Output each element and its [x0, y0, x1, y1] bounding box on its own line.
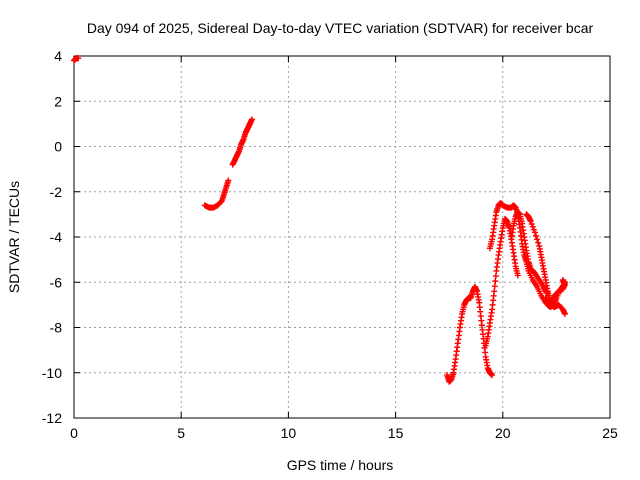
chart-title: Day 094 of 2025, Sidereal Day-to-day VTE…: [87, 20, 594, 36]
x-axis-label: GPS time / hours: [287, 457, 394, 473]
data-point: [248, 116, 255, 123]
data-point: [514, 272, 521, 279]
data-point: [528, 220, 535, 227]
data-point: [75, 55, 82, 62]
data-point: [530, 226, 537, 233]
x-tick-label: 5: [177, 425, 185, 441]
data-point: [561, 310, 568, 317]
axis-ticks: 0 5 10 15 20 25 -12 -10 -8 -6 -4 -2 0 2 4: [42, 48, 618, 441]
data-points: [71, 55, 568, 385]
data-point: [492, 278, 499, 285]
y-tick-label: -10: [42, 365, 62, 381]
y-tick-label: 2: [54, 93, 62, 109]
data-point: [527, 218, 534, 225]
y-tick-label: -6: [50, 274, 63, 290]
x-tick-label: 0: [70, 425, 78, 441]
y-tick-label: 4: [54, 48, 62, 64]
x-tick-label: 25: [602, 425, 618, 441]
data-point: [533, 232, 540, 239]
data-point: [492, 273, 499, 280]
data-point: [535, 239, 542, 246]
data-point: [529, 223, 536, 230]
y-tick-label: -8: [50, 320, 63, 336]
data-point: [491, 288, 498, 295]
data-point: [489, 372, 496, 379]
y-tick-label: -4: [50, 229, 63, 245]
x-tick-label: 20: [495, 425, 511, 441]
data-point: [225, 177, 232, 184]
y-tick-label: 0: [54, 139, 62, 155]
data-point: [531, 229, 538, 236]
grid-lines: [74, 56, 610, 418]
data-point: [534, 236, 541, 243]
x-tick-label: 15: [388, 425, 404, 441]
y-axis-label: SDTVAR / TECUs: [6, 181, 22, 293]
data-point: [491, 283, 498, 290]
x-tick-label: 10: [281, 425, 297, 441]
y-tick-label: -2: [50, 184, 63, 200]
data-point: [559, 276, 566, 283]
y-tick-label: -12: [42, 410, 62, 426]
